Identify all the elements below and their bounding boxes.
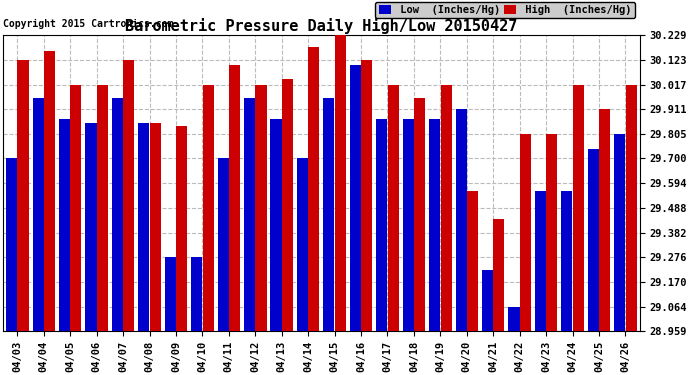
- Bar: [282, 79, 293, 331]
- Bar: [573, 84, 584, 331]
- Bar: [599, 109, 610, 331]
- Bar: [255, 84, 266, 331]
- Bar: [429, 119, 440, 331]
- Bar: [112, 98, 123, 331]
- Bar: [17, 60, 28, 331]
- Bar: [614, 134, 625, 331]
- Bar: [97, 84, 108, 331]
- Bar: [32, 98, 43, 331]
- Bar: [493, 219, 504, 331]
- Bar: [535, 191, 546, 331]
- Bar: [124, 60, 135, 331]
- Bar: [70, 84, 81, 331]
- Bar: [455, 109, 466, 331]
- Bar: [150, 123, 161, 331]
- Bar: [297, 159, 308, 331]
- Bar: [350, 65, 361, 331]
- Bar: [86, 123, 97, 331]
- Bar: [520, 134, 531, 331]
- Bar: [229, 65, 240, 331]
- Bar: [414, 98, 425, 331]
- Title: Barometric Pressure Daily High/Low 20150427: Barometric Pressure Daily High/Low 20150…: [125, 18, 518, 34]
- Text: Copyright 2015 Cartronics.com: Copyright 2015 Cartronics.com: [3, 19, 173, 29]
- Bar: [588, 149, 599, 331]
- Bar: [191, 257, 202, 331]
- Bar: [308, 46, 319, 331]
- Bar: [324, 98, 335, 331]
- Bar: [203, 84, 214, 331]
- Bar: [244, 98, 255, 331]
- Bar: [626, 84, 637, 331]
- Bar: [509, 307, 520, 331]
- Bar: [467, 191, 478, 331]
- Bar: [165, 257, 176, 331]
- Bar: [176, 126, 187, 331]
- Bar: [546, 134, 558, 331]
- Bar: [59, 119, 70, 331]
- Bar: [335, 35, 346, 331]
- Bar: [440, 84, 452, 331]
- Bar: [376, 119, 387, 331]
- Bar: [44, 51, 55, 331]
- Bar: [482, 270, 493, 331]
- Bar: [6, 159, 17, 331]
- Bar: [403, 119, 414, 331]
- Bar: [361, 60, 373, 331]
- Legend:  Low  (Inches/Hg),  High  (Inches/Hg): Low (Inches/Hg), High (Inches/Hg): [375, 2, 635, 18]
- Bar: [562, 191, 573, 331]
- Bar: [270, 119, 282, 331]
- Bar: [138, 123, 150, 331]
- Bar: [388, 84, 399, 331]
- Bar: [217, 159, 228, 331]
